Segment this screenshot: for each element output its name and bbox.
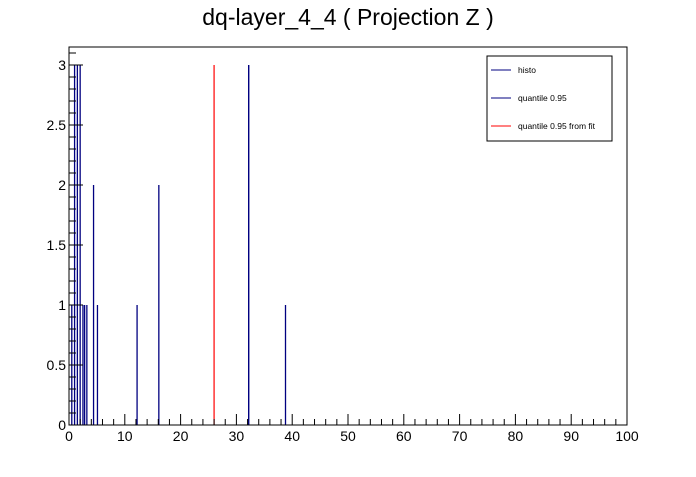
- x-tick-label: 0: [65, 428, 73, 444]
- y-tick-label: 1: [58, 297, 66, 313]
- x-tick-label: 40: [284, 428, 300, 444]
- x-tick-label: 90: [563, 428, 579, 444]
- y-axis: 0 0.5 1 1.5 2 2.5 3: [47, 52, 83, 433]
- y-tick-label: 2: [58, 177, 66, 193]
- quantile-lines-layer: [213, 65, 250, 425]
- x-axis: 0 10 20 30 40 50 60 70 80 90 100: [65, 414, 639, 444]
- y-tick-label: 3: [58, 57, 66, 73]
- x-tick-label: 60: [396, 428, 412, 444]
- legend: histo quantile 0.95 quantile 0.95 from f…: [486, 55, 613, 142]
- x-tick-label: 70: [452, 428, 468, 444]
- x-tick-label: 100: [615, 428, 639, 444]
- y-tick-label: 1.5: [47, 237, 67, 253]
- x-tick-label: 30: [229, 428, 245, 444]
- x-tick-label: 20: [173, 428, 189, 444]
- x-tick-label: 80: [508, 428, 524, 444]
- y-tick-label: 2.5: [47, 117, 67, 133]
- y-tick-label: 0: [58, 417, 66, 433]
- y-tick-label: 0.5: [47, 357, 67, 373]
- x-tick-label: 50: [340, 428, 356, 444]
- legend-label-histo: histo: [518, 65, 536, 75]
- legend-label-quantile-fit: quantile 0.95 from fit: [518, 121, 596, 131]
- legend-label-quantile: quantile 0.95: [518, 93, 567, 103]
- chart-title: dq-layer_4_4 ( Projection Z ): [202, 4, 493, 30]
- bars-layer: [71, 65, 287, 425]
- x-tick-label: 10: [117, 428, 133, 444]
